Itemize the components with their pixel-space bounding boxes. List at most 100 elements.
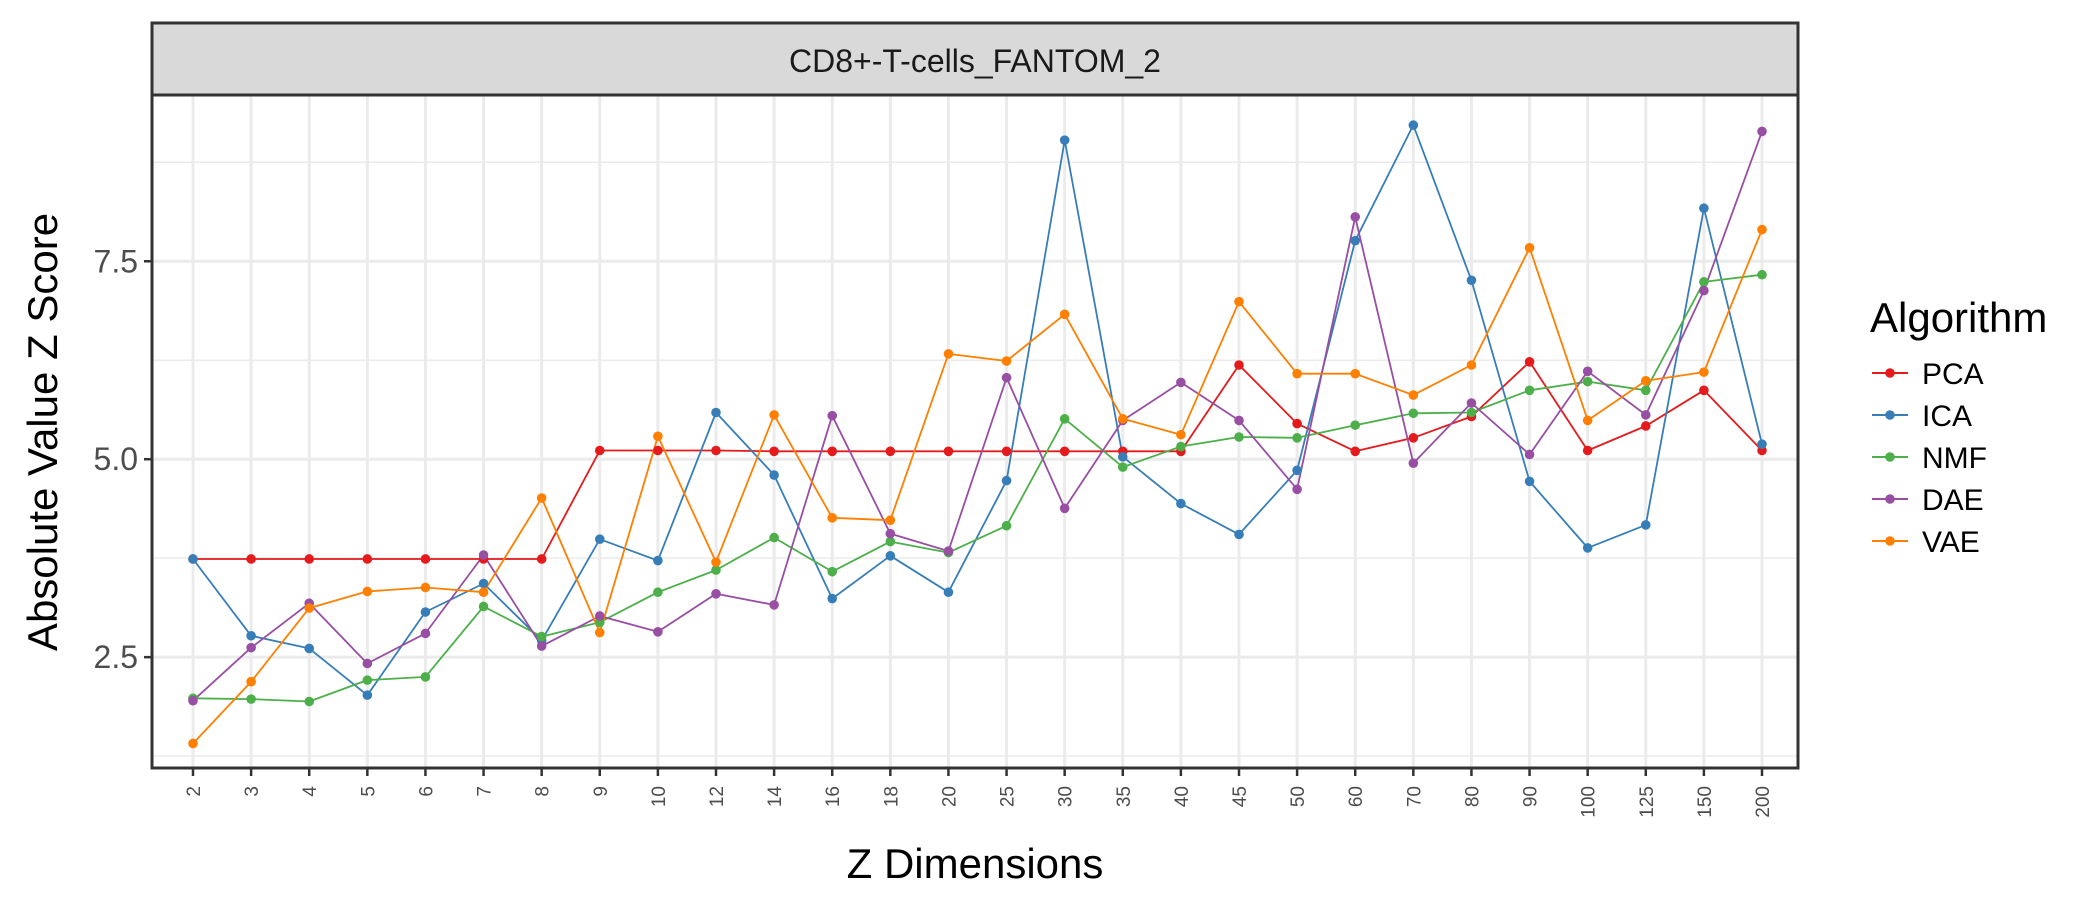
x-tick-label: 18 bbox=[881, 786, 902, 807]
x-tick-label: 8 bbox=[533, 786, 554, 797]
data-point-dae bbox=[1582, 366, 1593, 377]
data-point-dae bbox=[1176, 377, 1186, 388]
data-point-pca bbox=[362, 554, 373, 564]
x-tick-label: 16 bbox=[823, 786, 844, 807]
data-point-vae bbox=[1699, 367, 1709, 377]
data-point-pca bbox=[943, 446, 954, 457]
data-point-pca bbox=[769, 446, 779, 457]
data-point-nmf bbox=[1699, 277, 1709, 287]
data-point-vae bbox=[1408, 390, 1419, 400]
data-point-nmf bbox=[711, 565, 721, 575]
data-point-dae bbox=[478, 550, 489, 560]
data-point-pca bbox=[1350, 446, 1361, 457]
data-point-pca bbox=[1640, 421, 1651, 431]
data-point-vae bbox=[304, 603, 315, 613]
legend-label-vae: VAE bbox=[1922, 526, 1980, 559]
data-point-dae bbox=[769, 600, 779, 610]
data-point-pca bbox=[1059, 446, 1070, 457]
data-point-vae bbox=[769, 410, 779, 420]
data-point-ica bbox=[1176, 498, 1186, 509]
data-point-pca bbox=[827, 446, 838, 457]
legend-label-pca: PCA bbox=[1922, 358, 1984, 391]
data-point-pca bbox=[1001, 446, 1012, 457]
x-axis-title: Z Dimensions bbox=[847, 840, 1104, 887]
data-point-nmf bbox=[827, 566, 838, 577]
legend-label-ica: ICA bbox=[1922, 400, 1972, 433]
legend-label-dae: DAE bbox=[1922, 484, 1984, 517]
series-line-nmf bbox=[192, 273, 1763, 703]
x-tick-label: 150 bbox=[1695, 786, 1716, 818]
data-point-dae bbox=[1001, 372, 1012, 383]
data-point-dae bbox=[827, 410, 838, 421]
series-line-dae bbox=[192, 131, 1763, 702]
data-point-ica bbox=[1001, 475, 1012, 486]
data-point-ica bbox=[478, 578, 489, 589]
plot-panel-border bbox=[150, 93, 1800, 770]
data-point-vae bbox=[1757, 224, 1767, 235]
data-point-nmf bbox=[1640, 385, 1651, 396]
y-tick-label: 7.5 bbox=[94, 243, 138, 279]
data-point-ica bbox=[1408, 120, 1419, 130]
data-point-ica bbox=[420, 607, 431, 617]
data-point-vae bbox=[1466, 360, 1477, 370]
legend-key-point-pca bbox=[1885, 368, 1895, 378]
data-point-ica bbox=[1059, 135, 1070, 145]
x-tick-label: 200 bbox=[1753, 786, 1774, 818]
data-point-dae bbox=[1466, 398, 1477, 408]
data-point-nmf bbox=[1466, 407, 1477, 418]
x-tick-label: 25 bbox=[998, 786, 1019, 807]
x-tick-label: 90 bbox=[1521, 786, 1542, 807]
x-tick-label: 6 bbox=[416, 786, 437, 797]
data-point-dae bbox=[594, 611, 605, 621]
data-point-dae bbox=[1059, 503, 1070, 514]
data-point-dae bbox=[1292, 484, 1302, 495]
data-point-vae bbox=[1582, 415, 1593, 426]
data-point-ica bbox=[885, 551, 896, 561]
series-line-pca bbox=[193, 360, 1763, 560]
data-point-ica bbox=[1757, 439, 1767, 449]
data-point-vae bbox=[1001, 356, 1012, 366]
data-point-nmf bbox=[420, 672, 431, 682]
data-point-vae bbox=[1292, 368, 1302, 379]
data-point-nmf bbox=[536, 631, 547, 642]
x-tick-label: 60 bbox=[1346, 786, 1367, 807]
data-point-dae bbox=[1699, 285, 1709, 296]
legend-key-point-dae bbox=[1885, 494, 1895, 504]
data-point-vae bbox=[188, 738, 198, 749]
x-axis: 2 3 4 5 6 7 8 9 10 12 14 16 18 20 25 30 35 40 45 50 60 70 80 90… bbox=[184, 768, 1774, 818]
y-tick-label: 5.0 bbox=[94, 441, 138, 477]
legend-key-point-nmf bbox=[1885, 452, 1895, 462]
x-tick-label: 14 bbox=[765, 786, 786, 808]
data-point-nmf bbox=[1582, 376, 1593, 387]
data-point-ica bbox=[653, 555, 663, 566]
x-tick-label: 5 bbox=[358, 786, 379, 797]
data-point-nmf bbox=[1001, 520, 1012, 531]
data-point-nmf bbox=[1408, 408, 1419, 419]
data-point-nmf bbox=[1350, 420, 1361, 430]
data-point-dae bbox=[246, 642, 256, 653]
data-point-pca bbox=[594, 445, 605, 456]
legend-label-nmf: NMF bbox=[1922, 442, 1987, 475]
data-point-vae bbox=[594, 627, 605, 638]
data-point-ica bbox=[943, 587, 954, 598]
data-point-vae bbox=[827, 513, 838, 523]
facet-strip bbox=[150, 21, 1800, 97]
data-point-vae bbox=[1640, 376, 1651, 386]
data-point-ica bbox=[769, 470, 779, 480]
x-tick-label: 80 bbox=[1462, 786, 1483, 807]
data-point-dae bbox=[362, 658, 373, 669]
data-point-dae bbox=[653, 627, 663, 637]
data-point-ica bbox=[1524, 476, 1535, 487]
data-point-dae bbox=[1408, 458, 1419, 468]
data-point-ica bbox=[362, 690, 373, 700]
data-point-pca bbox=[1524, 357, 1535, 367]
data-point-nmf bbox=[304, 696, 315, 707]
legend-title: Algorithm bbox=[1870, 294, 2047, 341]
data-point-pca bbox=[1234, 360, 1244, 370]
data-point-vae bbox=[1176, 429, 1186, 440]
data-point-pca bbox=[653, 445, 663, 456]
data-point-dae bbox=[1234, 415, 1244, 426]
data-point-ica bbox=[1117, 452, 1128, 462]
data-point-nmf bbox=[1059, 414, 1070, 424]
data-point-ica bbox=[1582, 543, 1593, 553]
